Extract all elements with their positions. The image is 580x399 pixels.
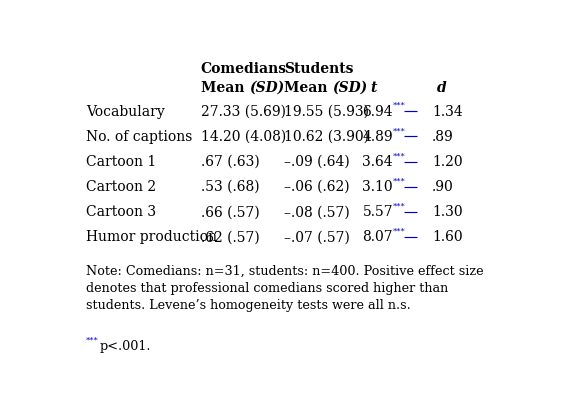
Text: 1.60: 1.60 <box>432 231 463 245</box>
Text: 5.57: 5.57 <box>362 205 393 219</box>
Text: 14.20 (4.08): 14.20 (4.08) <box>201 130 286 144</box>
Text: .62 (.57): .62 (.57) <box>201 231 259 245</box>
Text: Students: Students <box>284 62 353 76</box>
Text: 27.33 (5.69): 27.33 (5.69) <box>201 105 285 119</box>
Text: t: t <box>371 81 377 95</box>
Text: ***: *** <box>393 127 406 135</box>
Text: ***: *** <box>393 152 406 160</box>
Text: 3.64: 3.64 <box>362 155 393 169</box>
Text: (SD): (SD) <box>249 81 284 95</box>
Text: .89: .89 <box>432 130 454 144</box>
Text: p<.001.: p<.001. <box>100 340 151 353</box>
Text: 1.30: 1.30 <box>432 205 463 219</box>
Text: .53 (.68): .53 (.68) <box>201 180 259 194</box>
Text: 1.20: 1.20 <box>432 155 463 169</box>
Text: 10.62 (3.90): 10.62 (3.90) <box>284 130 369 144</box>
Text: Mean: Mean <box>284 81 332 95</box>
Text: (SD): (SD) <box>332 81 367 95</box>
Text: .90: .90 <box>432 180 454 194</box>
Text: Humor production: Humor production <box>86 231 217 245</box>
Text: .66 (.57): .66 (.57) <box>201 205 259 219</box>
Text: Cartoon 1: Cartoon 1 <box>86 155 156 169</box>
Text: ***: *** <box>393 228 406 236</box>
Text: 3.10: 3.10 <box>362 180 393 194</box>
Text: Note: Comedians: n=31, students: n=400. Positive effect size
denotes that profes: Note: Comedians: n=31, students: n=400. … <box>86 265 484 312</box>
Text: 1.34: 1.34 <box>432 105 463 119</box>
Text: –.09 (.64): –.09 (.64) <box>284 155 350 169</box>
Text: 19.55 (5.93): 19.55 (5.93) <box>284 105 369 119</box>
Text: –.08 (.57): –.08 (.57) <box>284 205 350 219</box>
Text: ***: *** <box>86 337 99 345</box>
Text: ***: *** <box>393 203 406 211</box>
Text: Mean: Mean <box>201 81 249 95</box>
Text: 4.89: 4.89 <box>362 130 393 144</box>
Text: Cartoon 2: Cartoon 2 <box>86 180 156 194</box>
Text: No. of captions: No. of captions <box>86 130 193 144</box>
Text: –.07 (.57): –.07 (.57) <box>284 231 350 245</box>
Text: 6.94: 6.94 <box>362 105 393 119</box>
Text: d: d <box>437 81 447 95</box>
Text: Comedians: Comedians <box>201 62 287 76</box>
Text: 8.07: 8.07 <box>362 231 393 245</box>
Text: Vocabulary: Vocabulary <box>86 105 165 119</box>
Text: Cartoon 3: Cartoon 3 <box>86 205 156 219</box>
Text: ***: *** <box>393 178 406 186</box>
Text: .67 (.63): .67 (.63) <box>201 155 259 169</box>
Text: –.06 (.62): –.06 (.62) <box>284 180 349 194</box>
Text: ***: *** <box>393 102 406 110</box>
